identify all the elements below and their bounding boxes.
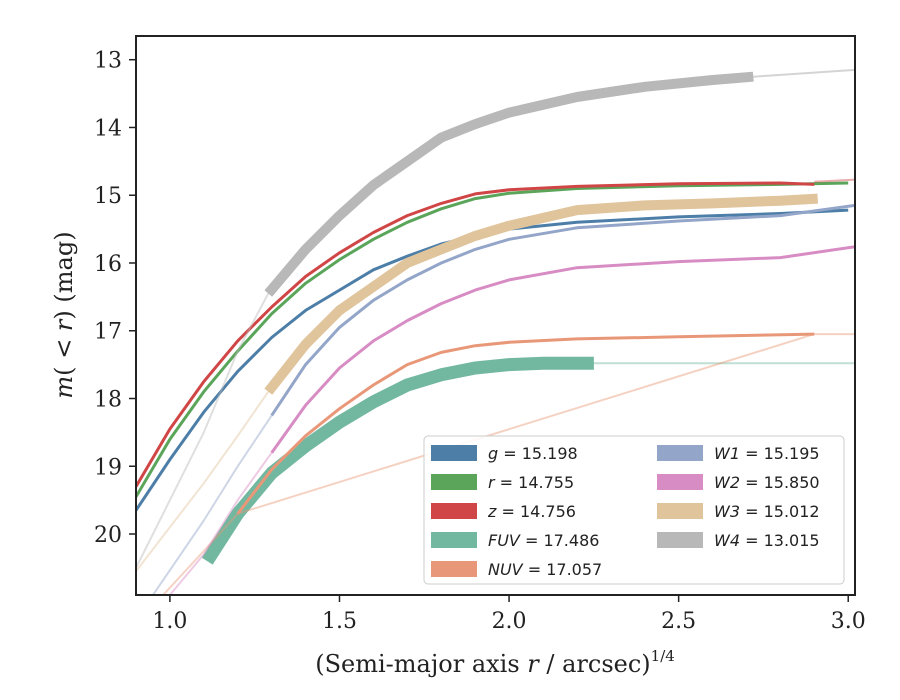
y-tick-label: 13 bbox=[94, 49, 122, 74]
series-line-FUV bbox=[201, 356, 594, 565]
legend-label-r: r = 14.755 bbox=[488, 473, 574, 492]
x-tick-label: 1.5 bbox=[322, 609, 357, 634]
x-tick-label: 2.5 bbox=[661, 609, 696, 634]
series-layer bbox=[136, 68, 855, 595]
legend-swatch-z bbox=[431, 503, 477, 519]
series-line-W2 bbox=[270, 245, 855, 454]
y-tick-label: 17 bbox=[94, 320, 122, 345]
series-line-W3 bbox=[264, 193, 818, 395]
legend-swatch-W3 bbox=[657, 503, 703, 519]
x-tick-label: 1.0 bbox=[152, 609, 187, 634]
y-tick-label: 19 bbox=[94, 455, 122, 480]
legend-label-W1: W1 = 15.195 bbox=[714, 444, 820, 463]
ticks-layer: 1.0 1.5 2.0 2.5 3.0 13 14 15 16 17 18 19 20 bbox=[94, 49, 866, 634]
legend-label-W3: W3 = 15.012 bbox=[714, 502, 820, 521]
legend-swatch-r bbox=[431, 474, 477, 490]
legend-label-W2: W2 = 15.850 bbox=[714, 473, 820, 492]
series-line-NUV bbox=[236, 332, 815, 515]
legend-swatch-W4 bbox=[657, 532, 703, 548]
legend-label-FUV: FUV = 17.486 bbox=[488, 531, 599, 550]
x-tick-label: 2.0 bbox=[492, 609, 527, 634]
legend-label-W4: W4 = 13.015 bbox=[714, 531, 820, 550]
legend-label-z: z = 14.756 bbox=[487, 502, 576, 521]
legend-swatch-W1 bbox=[657, 445, 703, 461]
x-axis-label: (Semi-major axis r / arcsec)1/4 bbox=[315, 647, 675, 678]
y-axis-label: m( < r) (mag) bbox=[50, 231, 78, 398]
legend-swatch-W2 bbox=[657, 474, 703, 490]
series-line-W1 bbox=[270, 203, 855, 417]
series-faint-W2 bbox=[169, 452, 273, 595]
x-tick-label: 3.0 bbox=[831, 609, 866, 634]
series-tail-W4 bbox=[753, 68, 855, 78]
series-line-W4 bbox=[264, 71, 754, 297]
series-faint-z bbox=[814, 178, 855, 183]
legend-label-NUV: NUV = 17.057 bbox=[488, 560, 602, 579]
y-tick-label: 16 bbox=[94, 252, 122, 277]
y-tick-label: 14 bbox=[94, 116, 122, 141]
legend-frame bbox=[423, 435, 845, 585]
series-line-r bbox=[136, 181, 849, 498]
legend-label-g: g = 15.198 bbox=[488, 444, 578, 463]
series-faint-W3 bbox=[136, 391, 270, 572]
legend: g = 15.198 r = 14.755 z = 14.756 FUV = 17.4… bbox=[423, 435, 845, 585]
y-tick-label: 20 bbox=[94, 523, 122, 548]
legend-swatch-NUV bbox=[431, 561, 477, 577]
y-tick-label: 18 bbox=[94, 388, 122, 413]
plot-frame bbox=[135, 35, 856, 596]
series-line-g bbox=[136, 208, 849, 512]
legend-swatch-g bbox=[431, 445, 477, 461]
series-line-z bbox=[136, 181, 815, 488]
y-tick-label: 15 bbox=[94, 184, 122, 209]
series-faint-W4 bbox=[136, 293, 270, 569]
legend-swatch-FUV bbox=[431, 532, 477, 548]
series-faint-W1 bbox=[152, 414, 273, 595]
